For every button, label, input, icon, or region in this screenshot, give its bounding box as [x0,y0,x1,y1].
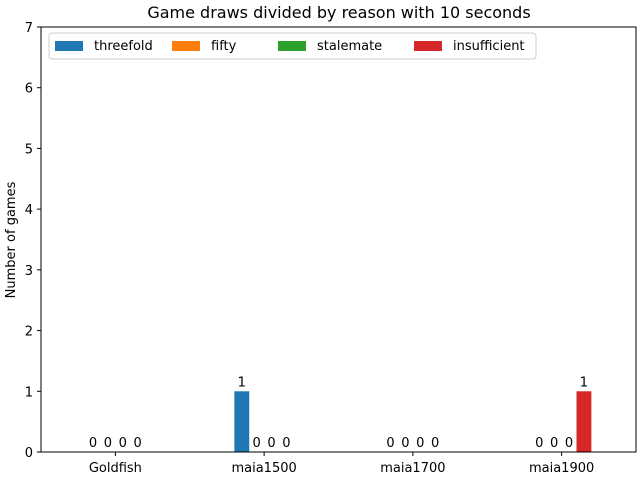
x-tick-label: maia1700 [380,461,445,476]
axes-frame [40,26,637,453]
legend-label-fifty: fifty [211,39,237,54]
bar-value-label: 0 [253,436,261,451]
bar-value-label: 0 [550,436,558,451]
y-tick-label: 6 [25,82,33,97]
legend-swatch-insufficient [414,41,442,51]
bar-value-label: 0 [416,436,424,451]
y-tick-label: 1 [25,385,33,400]
x-tick-label: maia1900 [529,461,594,476]
y-tick-label: 3 [25,264,33,279]
legend-swatch-fifty [172,41,200,51]
x-tick-label: maia1500 [231,461,296,476]
bar-value-label: 0 [282,436,290,451]
bar-value-label: 0 [535,436,543,451]
bar-value-label: 0 [134,436,142,451]
chart-title: Game draws divided by reason with 10 sec… [147,3,530,22]
bar-value-label: 0 [267,436,275,451]
y-tick-label: 5 [25,142,33,157]
y-tick-label: 4 [25,203,33,218]
bar-value-label: 1 [580,375,588,390]
bar-insufficient-maia1900 [576,391,592,452]
legend-swatch-stalemate [278,41,306,51]
bar-value-label: 0 [119,436,127,451]
x-tick-label: Goldfish [89,461,142,476]
y-tick-label: 0 [25,446,33,461]
y-axis-label: Number of games [4,181,19,298]
y-tick-label: 7 [25,21,33,36]
bar-value-label: 0 [565,436,573,451]
bar-value-label: 0 [386,436,394,451]
y-tick-label: 2 [25,325,33,340]
bar-value-label: 0 [89,436,97,451]
bar-value-label: 0 [401,436,409,451]
bar-value-label: 0 [104,436,112,451]
legend-swatch-threefold [55,41,83,51]
legend: threefold fifty stalemate insufficient [48,32,537,60]
legend-label-insufficient: insufficient [453,39,525,54]
legend-label-threefold: threefold [94,39,153,54]
legend-label-stalemate: stalemate [317,39,382,54]
bar-threefold-maia1500 [234,391,250,452]
bar-value-label: 1 [238,375,246,390]
bar-value-label: 0 [431,436,439,451]
